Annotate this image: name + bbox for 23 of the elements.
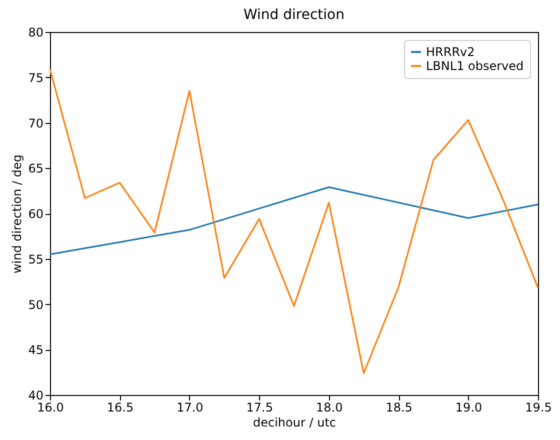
x-tick-label: 17.5	[246, 400, 273, 414]
x-axis-title: decihour / utc	[253, 416, 336, 430]
y-tick-label: 55	[28, 252, 44, 266]
x-tick-label: 18.0	[316, 400, 343, 414]
x-tick-label: 18.5	[386, 400, 412, 414]
y-tick-label: 50	[28, 298, 44, 312]
y-tick-label: 60	[28, 207, 44, 221]
line-series	[49, 186, 539, 256]
x-tick-label: 19.0	[455, 400, 482, 414]
legend-label: HRRRv2	[426, 45, 475, 59]
y-tick-label: 45	[28, 343, 44, 358]
y-tick-label: 75	[28, 70, 44, 85]
y-tick-label: 40	[28, 388, 44, 402]
y-axis-title: wind direction / deg	[10, 154, 24, 274]
x-tick-label: 16.0	[37, 400, 64, 414]
chart-title: Wind direction	[244, 7, 344, 23]
y-tick-label: 80	[28, 26, 44, 40]
y-tick-label: 65	[28, 162, 44, 176]
x-tick-label: 17.0	[176, 400, 204, 414]
legend-label: LBNL1 observed	[426, 59, 524, 73]
x-tick-label: 16.5	[106, 400, 134, 414]
x-tick-label: 19.5	[525, 400, 552, 414]
y-tick-label: 70	[28, 116, 44, 130]
